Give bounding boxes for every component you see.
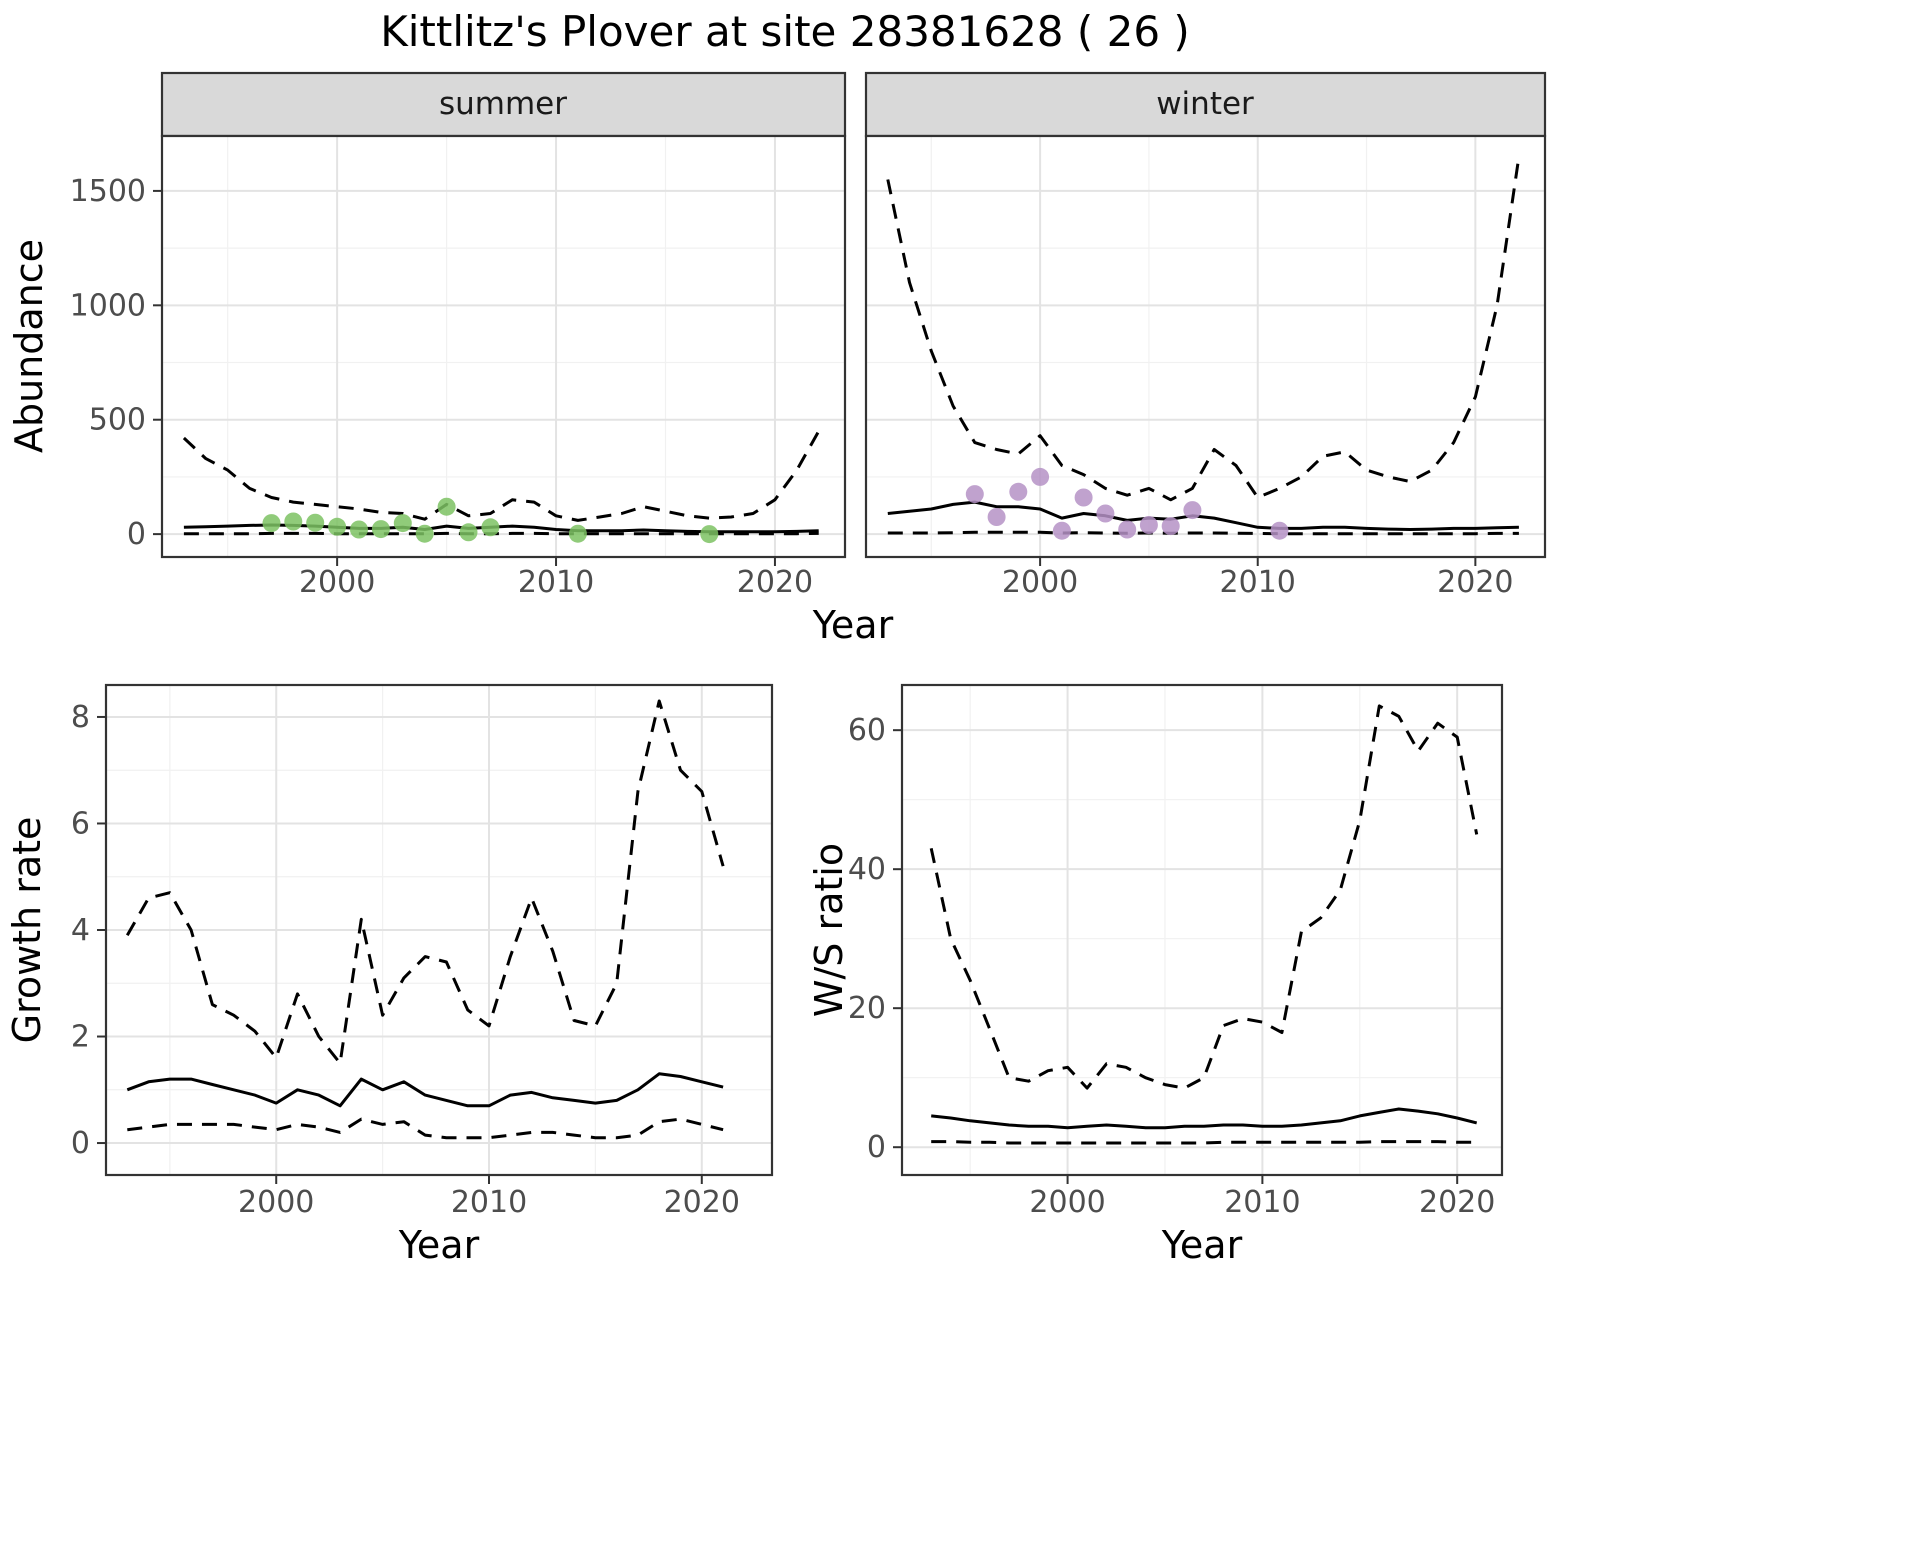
x-tick-label: 2020 bbox=[737, 565, 813, 600]
x-tick-label: 2010 bbox=[451, 1185, 527, 1220]
observation-point bbox=[328, 517, 347, 536]
x-tick-label: 2020 bbox=[664, 1185, 740, 1220]
series-line-upper-ci bbox=[125, 699, 725, 1065]
observation-point bbox=[306, 513, 325, 532]
observation-point bbox=[987, 508, 1006, 526]
observation-point bbox=[1074, 488, 1093, 507]
series-line-lower-ci bbox=[931, 1140, 1477, 1145]
ws-ratio-x-axis-label: Year bbox=[1161, 1223, 1243, 1267]
series-line-upper-ci bbox=[182, 430, 821, 522]
x-tick-label: 2000 bbox=[1029, 1185, 1105, 1220]
x-tick-label: 2020 bbox=[1419, 1185, 1495, 1220]
observation-point bbox=[481, 518, 500, 537]
panel-growth-rate: 2000 2010 2020 0 2 4 6 8 bbox=[71, 683, 774, 1220]
series-line-upper-ci bbox=[886, 156, 1521, 502]
observation-point bbox=[371, 520, 390, 539]
ws-ratio-y-axis-label: W/S ratio bbox=[807, 843, 851, 1017]
x-tick-label: 2010 bbox=[1220, 565, 1296, 600]
y-tick-label: 2 bbox=[71, 1020, 90, 1055]
observation-point bbox=[437, 497, 456, 516]
observation-point bbox=[568, 524, 587, 543]
observation-point bbox=[1118, 520, 1137, 539]
facet-strip-label-winter: winter bbox=[1156, 86, 1254, 122]
observation-point bbox=[1270, 521, 1289, 540]
panel-border bbox=[160, 134, 847, 559]
y-tick-label: 0 bbox=[867, 1130, 886, 1165]
y-tick-label: 0 bbox=[127, 517, 146, 552]
growth-rate-x-axis-label: Year bbox=[398, 1223, 480, 1267]
observation-point bbox=[1161, 517, 1180, 536]
y-tick-label: 1500 bbox=[70, 174, 146, 209]
observation-point bbox=[415, 524, 434, 543]
series-line-median bbox=[126, 1072, 724, 1108]
y-tick-label: 0 bbox=[71, 1126, 90, 1161]
x-tick-label: 2010 bbox=[1224, 1185, 1300, 1220]
y-tick-label: 4 bbox=[71, 913, 90, 948]
series-line-median bbox=[887, 500, 1519, 531]
abundance-y-axis-label: Abundance bbox=[7, 239, 51, 453]
facet-strip-label-summer: summer bbox=[439, 86, 567, 122]
series-line-lower-ci bbox=[887, 530, 1519, 536]
observation-point bbox=[1052, 521, 1071, 540]
observation-point bbox=[1183, 501, 1202, 520]
series-line-upper-ci bbox=[929, 704, 1479, 1090]
x-tick-label: 2000 bbox=[238, 1185, 314, 1220]
y-tick-label: 8 bbox=[71, 700, 90, 735]
observation-point bbox=[459, 523, 478, 542]
observation-point bbox=[1009, 482, 1028, 501]
observation-point bbox=[965, 485, 984, 504]
y-tick-label: 20 bbox=[848, 991, 886, 1026]
panel-background bbox=[162, 136, 845, 557]
abundance-x-axis-label: Year bbox=[812, 603, 894, 647]
growth-rate-y-axis-label: Growth rate bbox=[5, 817, 49, 1044]
panel-abundance-winter: 2000 2010 2020 bbox=[864, 134, 1547, 600]
panel-background bbox=[902, 685, 1502, 1175]
panel-border bbox=[864, 134, 1547, 559]
y-tick-label: 40 bbox=[848, 852, 886, 887]
observation-point bbox=[700, 525, 719, 544]
x-tick-label: 2000 bbox=[299, 565, 375, 600]
panel-ws-ratio: 2000 2010 2020 0 20 40 60 bbox=[848, 683, 1504, 1220]
series-line-median bbox=[931, 1107, 1478, 1130]
chart-title: Kittlitz's Plover at site 28381628 ( 26 … bbox=[380, 7, 1190, 56]
observation-point bbox=[350, 520, 368, 539]
observation-point bbox=[284, 512, 303, 531]
observation-point bbox=[393, 514, 412, 533]
observation-point bbox=[1031, 467, 1050, 486]
y-tick-label: 1000 bbox=[70, 288, 146, 323]
y-tick-label: 500 bbox=[89, 403, 146, 438]
y-tick-label: 6 bbox=[71, 806, 90, 841]
facet-strip bbox=[160, 71, 847, 138]
x-tick-label: 2000 bbox=[1002, 565, 1078, 600]
x-tick-label: 2010 bbox=[518, 565, 594, 600]
facet-strip bbox=[864, 71, 1547, 138]
observation-point bbox=[1139, 516, 1158, 534]
y-tick-label: 60 bbox=[848, 713, 886, 748]
x-tick-label: 2020 bbox=[1437, 565, 1513, 600]
series-line-lower-ci bbox=[127, 1117, 724, 1140]
panel-border bbox=[900, 683, 1504, 1177]
panel-abundance-summer: 2000 2010 2020 0 500 1000 1500 bbox=[70, 134, 847, 600]
observation-point bbox=[1096, 504, 1115, 523]
observation-point bbox=[262, 514, 281, 533]
